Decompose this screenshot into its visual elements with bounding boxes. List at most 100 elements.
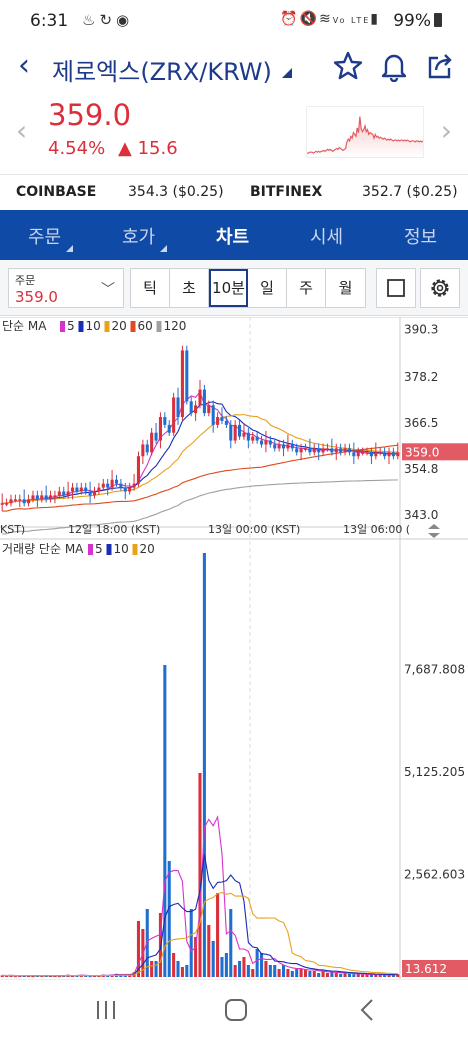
volume-bar — [251, 969, 255, 977]
exchange-name: BITFINEX — [250, 184, 323, 200]
lte-label: Vo LTE — [332, 16, 371, 25]
candle — [163, 417, 167, 425]
volume-bar — [75, 975, 79, 977]
volume-bar — [264, 961, 268, 977]
candle — [198, 389, 202, 406]
home-icon[interactable] — [216, 994, 256, 1026]
candle — [189, 401, 193, 414]
current-volume-tag — [402, 960, 468, 977]
volume-bar — [273, 965, 277, 977]
ma-legend-period: 60 — [138, 319, 153, 333]
ma-legend-period: 5 — [67, 319, 75, 333]
candle — [260, 440, 264, 445]
chart-settings-button[interactable] — [420, 268, 460, 308]
prev-coin-icon[interactable]: ‹ — [16, 114, 28, 147]
chart-area[interactable]: 390.3 378.2 366.5 354.8 343.0 359.0 단순 MA 5 10 20… — [0, 316, 468, 979]
tab-info[interactable]: 정보 — [404, 227, 438, 248]
tab-orderbook-menu-icon — [160, 245, 167, 252]
candle — [352, 452, 356, 457]
fullscreen-button[interactable] — [376, 268, 416, 308]
time-axis-label: 12일 18:00 (KST) — [68, 522, 160, 536]
share-icon[interactable] — [424, 50, 456, 82]
candle — [268, 440, 272, 445]
candle — [356, 452, 360, 457]
candle — [202, 389, 206, 414]
candle — [158, 417, 162, 441]
volume-bar — [339, 973, 343, 977]
exchange-prices: COINBASE 354.3 ($0.25) BITFINEX 352.7 ($… — [0, 174, 468, 210]
volume-bar — [233, 965, 237, 977]
volume-bar — [0, 975, 4, 977]
volume-axis-label: 5,125.205 — [404, 765, 465, 779]
volume-legend-swatch — [132, 544, 138, 555]
star-icon[interactable] — [332, 50, 364, 82]
tab-order-menu-icon — [66, 245, 73, 252]
order-price-select[interactable]: 주문 359.0 ﹀ — [8, 268, 124, 308]
price-axis-label: 378.2 — [404, 370, 438, 384]
candle — [18, 499, 22, 501]
recent-apps-icon[interactable] — [86, 994, 126, 1026]
candle — [194, 405, 198, 414]
volume-bar — [88, 976, 92, 978]
candle — [167, 424, 171, 433]
volume-bar — [31, 976, 35, 978]
volume-legend-swatch — [106, 544, 112, 555]
period-month[interactable]: 월 — [338, 279, 353, 297]
chevron-down-icon: ﹀ — [101, 282, 115, 298]
current-price: 359.0 — [48, 98, 132, 132]
candle — [264, 440, 268, 445]
period-tick[interactable]: 틱 — [131, 269, 170, 307]
candle — [347, 448, 351, 453]
candle — [66, 491, 70, 496]
volume-bar — [374, 974, 378, 977]
candle — [79, 487, 83, 492]
volume-bar — [325, 973, 330, 977]
tab-order[interactable]: 주문 — [28, 227, 62, 248]
volume-bar — [343, 973, 347, 977]
candle — [343, 448, 347, 453]
period-day[interactable]: 일 — [248, 269, 287, 307]
back-nav-icon[interactable] — [348, 994, 388, 1026]
coin-header: ‹ 제로엑스(ZRX/KRW) — [0, 40, 468, 92]
volume-bar — [387, 975, 391, 977]
title-dropdown-icon[interactable] — [282, 68, 292, 78]
volume-legend-period: 5 — [95, 542, 103, 556]
app-icon: ◉ — [116, 11, 134, 29]
candle — [97, 487, 101, 492]
candlestick-volume-chart[interactable]: 390.3 378.2 366.5 354.8 343.0 359.0 단순 MA 5 10 20… — [0, 316, 468, 979]
candle — [251, 436, 255, 441]
ma-legend-swatch — [130, 321, 136, 332]
order-select-label: 주문 — [15, 274, 36, 287]
candle — [70, 487, 75, 492]
candle — [238, 424, 242, 437]
exchange-price: 354.3 ($0.25) — [128, 184, 224, 200]
volume-bar — [9, 975, 13, 977]
candle — [49, 495, 53, 500]
tab-orderbook[interactable]: 호가 — [122, 227, 156, 248]
volume-ma-line — [2, 892, 398, 977]
status-time: 6:31 — [30, 11, 69, 31]
bell-icon[interactable] — [378, 50, 410, 82]
candle — [242, 432, 246, 437]
candle — [128, 487, 132, 492]
period-week[interactable]: 주 — [287, 269, 326, 307]
candle — [136, 456, 140, 484]
sync-icon: ↻ — [99, 11, 117, 29]
tab-chart[interactable]: 차트 — [216, 227, 250, 248]
candle — [44, 495, 48, 500]
back-icon[interactable]: ‹ — [18, 48, 30, 83]
candle — [31, 495, 35, 500]
candle — [176, 397, 180, 418]
volume-bar — [92, 975, 97, 977]
volume-bar — [211, 941, 215, 977]
volume-bar — [286, 969, 290, 977]
period-10min[interactable]: 10분 — [209, 269, 248, 307]
candle — [273, 444, 277, 449]
next-coin-icon[interactable]: › — [440, 114, 452, 147]
tab-quotes[interactable]: 시세 — [310, 227, 344, 248]
candle — [154, 432, 158, 441]
volume-bar — [189, 909, 193, 977]
candle — [145, 444, 149, 453]
page-title[interactable]: 제로엑스(ZRX/KRW) — [52, 58, 272, 86]
period-second[interactable]: 초 — [170, 269, 209, 307]
